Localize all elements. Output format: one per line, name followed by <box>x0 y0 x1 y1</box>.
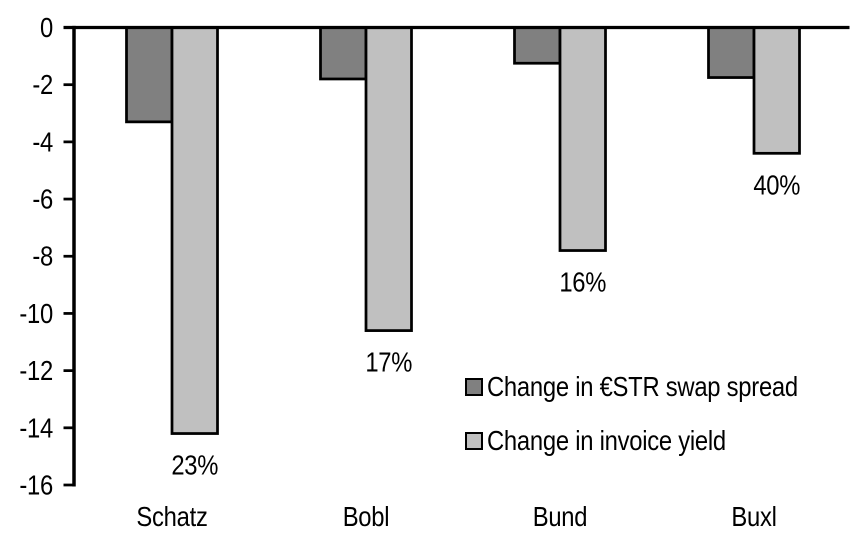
data-label-schatz: 23% <box>171 449 218 481</box>
y-tick-label--6: -6 <box>32 183 53 215</box>
category-label-buxl: Buxl <box>731 500 776 532</box>
bar-invoice-yield-schatz <box>170 26 219 435</box>
y-tick-label--4: -4 <box>32 126 53 158</box>
y-tick-label--12: -12 <box>19 354 53 386</box>
bar-invoice-yield-buxl <box>752 26 801 155</box>
y-tick-label--10: -10 <box>19 297 53 329</box>
data-label-bobl: 17% <box>365 346 412 378</box>
legend-label-swap-spread: Change in €STR swap spread <box>487 371 798 402</box>
legend-item-swap-spread: Change in €STR swap spread <box>465 373 852 401</box>
bar-swap-spread-schatz <box>125 26 174 124</box>
bar-swap-spread-bobl <box>319 26 368 81</box>
y-tick-label--16: -16 <box>19 469 53 501</box>
y-tick-label-0: 0 <box>40 11 53 43</box>
legend-label-invoice-yield: Change in invoice yield <box>487 425 726 456</box>
bar-swap-spread-buxl <box>707 26 756 79</box>
category-label-bund: Bund <box>533 500 588 532</box>
legend-swatch-swap-spread-icon <box>465 378 483 396</box>
category-label-bobl: Bobl <box>343 500 390 532</box>
y-tick-label--2: -2 <box>32 68 53 100</box>
category-label-schatz: Schatz <box>136 500 207 532</box>
legend-item-invoice-yield: Change in invoice yield <box>465 427 768 455</box>
chart-text-layer: 0 -2 -4 -6 -8 -10 -12 -14 -16 Schatz Bobl Bund Buxl 2… <box>19 11 800 532</box>
data-label-buxl: 40% <box>753 168 800 200</box>
bar-swap-spread-bund <box>513 26 562 65</box>
y-tick-label--14: -14 <box>19 411 53 443</box>
data-label-bund: 16% <box>559 266 606 298</box>
y-tick-label--8: -8 <box>32 240 53 272</box>
bar-invoice-yield-bobl <box>364 26 413 332</box>
legend-swatch-invoice-yield-icon <box>465 432 483 450</box>
bar-invoice-yield-bund <box>558 26 607 252</box>
